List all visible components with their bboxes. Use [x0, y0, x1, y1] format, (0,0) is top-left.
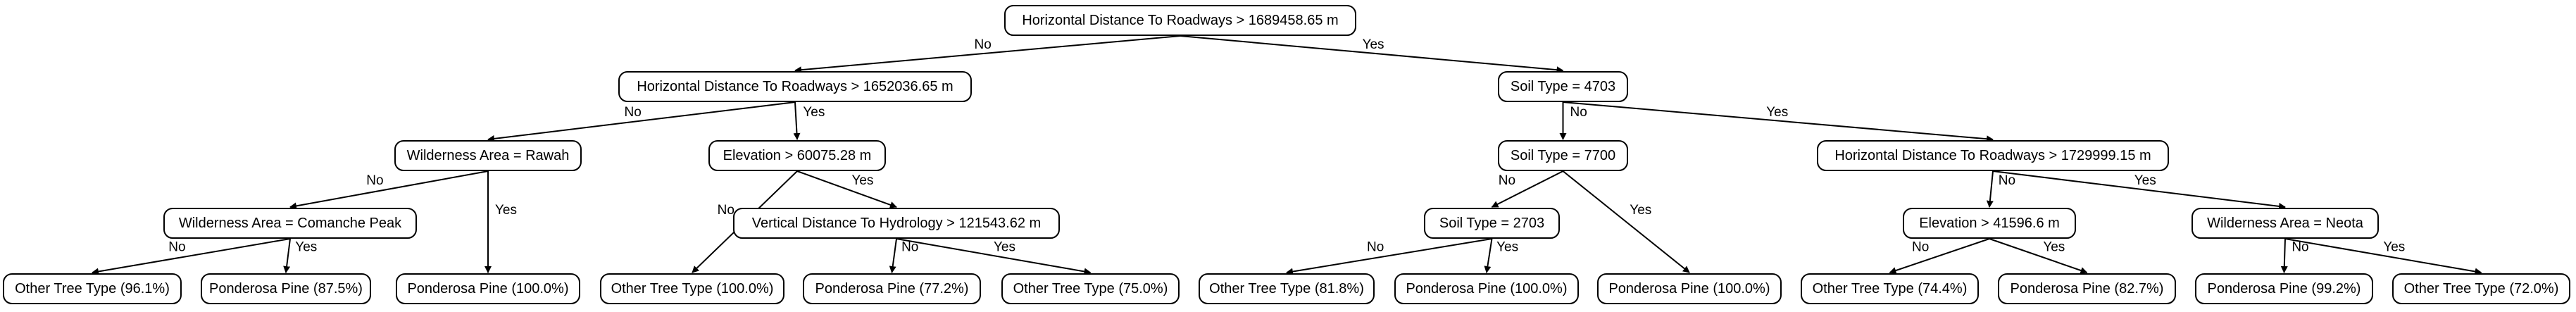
edge-label: No	[1367, 240, 1384, 255]
edge-arrow	[896, 238, 1092, 275]
leaf-node: Ponderosa Pine (100.0%)	[1394, 273, 1579, 304]
leaf-node: Other Tree Type (96.1%)	[3, 273, 182, 304]
edge-label: Yes	[2134, 173, 2156, 188]
edge-label: Yes	[994, 240, 1015, 255]
edge-arrow	[1563, 101, 1994, 143]
edge-label: Yes	[851, 173, 873, 188]
edge-arrow	[1562, 170, 1690, 273]
leaf-node: Other Tree Type (100.0%)	[600, 273, 784, 304]
edge-arrow	[793, 101, 801, 140]
edge-label: Yes	[1766, 105, 1788, 120]
edge-arrow	[283, 238, 291, 273]
leaf-node: Other Tree Type (74.4%)	[1801, 273, 1979, 304]
edge-arrow	[2280, 238, 2288, 273]
edge-label: Yes	[803, 105, 825, 120]
edge-arrow	[92, 238, 291, 275]
edge-arrow	[289, 170, 489, 210]
leaf-node: Other Tree Type (75.0%)	[1001, 273, 1180, 304]
edge-label: No	[625, 105, 642, 120]
leaf-node: Ponderosa Pine (87.5%)	[201, 273, 371, 304]
edge-arrow	[1484, 238, 1493, 273]
decision-node: Elevation > 60075.28 m	[708, 140, 886, 171]
edge-label: No	[1912, 240, 1929, 255]
decision-node: Wilderness Area = Comanche Peak	[163, 208, 417, 239]
leaf-node: Ponderosa Pine (82.7%)	[1998, 273, 2176, 304]
decision-node: Soil Type = 2703	[1424, 208, 1560, 239]
edge-arrow	[2284, 238, 2482, 275]
edge-arrow	[487, 101, 796, 142]
decision-node: Wilderness Area = Rawah	[394, 140, 582, 171]
edge-arrow	[1992, 170, 2286, 210]
edge-label: No	[1570, 105, 1587, 120]
leaf-node: Ponderosa Pine (77.2%)	[803, 273, 981, 304]
edge-label: Yes	[2043, 240, 2065, 255]
decision-node: Wilderness Area = Neota	[2192, 208, 2379, 239]
edge-label: Yes	[1630, 203, 1651, 218]
decision-node: Vertical Distance To Hydrology > 121543.…	[733, 208, 1060, 239]
edge-arrow	[889, 238, 897, 273]
edge-label: No	[1499, 173, 1515, 188]
edge-arrow	[1286, 238, 1492, 275]
edge-label: No	[2291, 240, 2308, 255]
leaf-node: Other Tree Type (81.8%)	[1199, 273, 1375, 304]
edge-label: No	[718, 203, 734, 218]
edge-label: Yes	[495, 203, 517, 218]
decision-node: Horizontal Distance To Roadways > 172999…	[1817, 140, 2169, 171]
edge-label: No	[901, 240, 918, 255]
edge-arrow	[1986, 170, 1994, 208]
edge-label: No	[366, 173, 383, 188]
leaf-node: Other Tree Type (72.0%)	[2392, 273, 2570, 304]
edge-arrow	[796, 170, 897, 208]
edge-label: No	[1999, 173, 2015, 188]
edge-label: No	[168, 240, 185, 255]
leaf-node: Ponderosa Pine (100.0%)	[396, 273, 580, 304]
edge-arrow	[1889, 238, 1990, 274]
leaf-node: Ponderosa Pine (99.2%)	[2195, 273, 2373, 304]
edge-label: Yes	[1496, 240, 1518, 255]
decision-node: Horizontal Distance To Roadways > 165203…	[618, 71, 972, 102]
edge-arrow	[1989, 238, 2088, 274]
edge-label: Yes	[1363, 37, 1384, 52]
edge-arrow	[1180, 35, 1564, 74]
edge-arrow	[1491, 170, 1563, 208]
edge-label: Yes	[2383, 240, 2405, 255]
decision-node: Horizontal Distance To Roadways > 168945…	[1004, 5, 1356, 36]
decision-node: Soil Type = 7700	[1498, 140, 1628, 171]
decision-node: Elevation > 41596.6 m	[1903, 208, 2076, 239]
edge-label: Yes	[295, 240, 317, 255]
edge-label: No	[975, 37, 992, 52]
leaf-node: Ponderosa Pine (100.0%)	[1597, 273, 1782, 304]
decision-node: Soil Type = 4703	[1498, 71, 1628, 102]
edge-arrow	[794, 35, 1181, 74]
